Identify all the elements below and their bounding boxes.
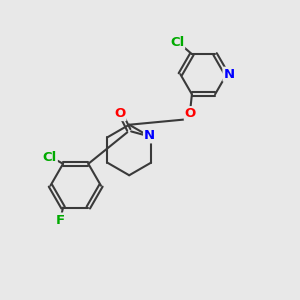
Text: Cl: Cl xyxy=(170,36,184,49)
Text: F: F xyxy=(56,214,65,226)
Text: O: O xyxy=(185,107,196,120)
Text: N: N xyxy=(144,129,155,142)
Text: N: N xyxy=(224,68,235,81)
Text: O: O xyxy=(114,107,125,120)
Text: Cl: Cl xyxy=(43,151,57,164)
